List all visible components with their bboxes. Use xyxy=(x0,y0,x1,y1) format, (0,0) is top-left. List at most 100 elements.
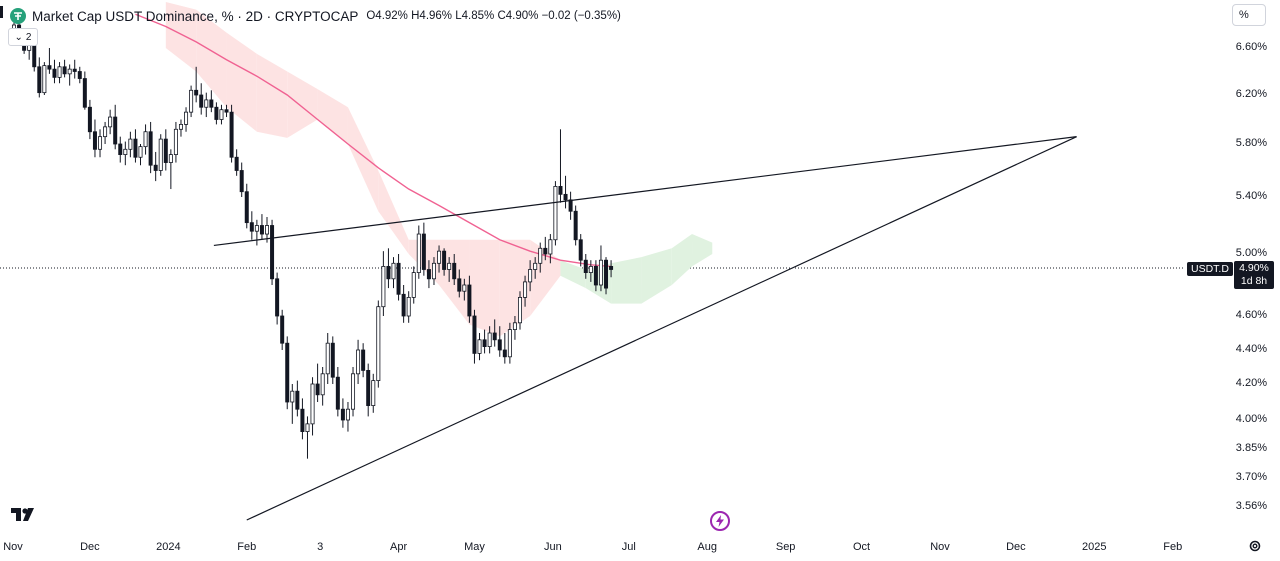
candle-body xyxy=(366,369,371,406)
time-tick-label: Feb xyxy=(1163,541,1183,553)
candle xyxy=(249,211,254,240)
candle-body xyxy=(406,296,411,317)
candle-body xyxy=(518,296,523,324)
cloud-segment xyxy=(256,53,288,138)
candle xyxy=(310,377,315,436)
cloud-segment xyxy=(287,71,318,138)
candle xyxy=(280,309,285,350)
candle-body xyxy=(340,408,345,421)
candle-body xyxy=(507,329,512,358)
candle xyxy=(98,129,103,158)
candle xyxy=(158,134,163,176)
candle xyxy=(426,260,431,289)
candle-body xyxy=(300,408,305,433)
time-tick-label: Jul xyxy=(621,541,636,553)
candle-body xyxy=(310,383,315,425)
high-value: H4.96% xyxy=(411,10,453,22)
price-tick-label: 4.20% xyxy=(1235,377,1267,389)
tradingview-logo-icon[interactable] xyxy=(10,506,40,527)
price-tick-label: 5.00% xyxy=(1235,247,1267,259)
candle xyxy=(497,326,502,357)
candle xyxy=(528,260,533,292)
gear-icon[interactable] xyxy=(1248,539,1262,556)
candle xyxy=(148,121,153,174)
candle-body xyxy=(62,66,67,75)
candle xyxy=(507,322,512,364)
cloud-segment xyxy=(317,89,348,144)
candle xyxy=(52,59,57,84)
candle xyxy=(47,48,52,74)
cloud-segment xyxy=(469,239,500,337)
candle-body xyxy=(87,106,92,133)
candle-body xyxy=(229,111,234,158)
time-tick-label: 2025 xyxy=(1082,541,1107,553)
ichimoku-cloud xyxy=(165,2,713,337)
candle-body xyxy=(280,315,285,344)
candle-body xyxy=(249,222,254,232)
candle xyxy=(401,285,406,323)
candle xyxy=(194,66,199,103)
candle xyxy=(163,129,168,171)
candle-body xyxy=(320,373,325,396)
candle-body xyxy=(553,185,558,241)
candle-body xyxy=(361,349,366,371)
candle-body xyxy=(184,111,189,125)
candle xyxy=(558,129,563,203)
candle xyxy=(598,245,603,292)
time-tick-label: Dec xyxy=(1006,541,1026,553)
candle xyxy=(421,222,426,276)
candle xyxy=(604,257,609,295)
candle-body xyxy=(386,265,391,280)
time-tick-label: Jun xyxy=(544,541,562,553)
candle-body xyxy=(189,89,194,113)
candle-body xyxy=(315,383,320,396)
last-price-tag: 4.90% 1d 8h xyxy=(1234,261,1274,289)
candle xyxy=(447,257,452,282)
low-value: L4.85% xyxy=(455,10,495,22)
scale-mode-button[interactable]: % xyxy=(1232,4,1266,26)
cloud-segment xyxy=(226,32,257,132)
candle xyxy=(442,248,447,276)
close-value: C4.90% xyxy=(497,10,539,22)
candle-body xyxy=(47,65,52,70)
candle-body xyxy=(52,68,57,78)
candle-body xyxy=(487,332,492,348)
candle xyxy=(138,144,143,166)
candle-body xyxy=(259,225,264,235)
candle-body xyxy=(330,342,335,378)
candle xyxy=(376,300,381,388)
candle-body xyxy=(123,148,128,156)
candle-body xyxy=(538,247,543,264)
candle xyxy=(487,326,492,354)
candle-body xyxy=(568,199,573,212)
candle xyxy=(133,129,138,163)
candle xyxy=(244,183,249,229)
candle xyxy=(593,260,598,292)
candle-body xyxy=(583,259,588,274)
candle-body xyxy=(42,65,47,94)
candle xyxy=(518,291,523,330)
lightning-icon[interactable] xyxy=(710,511,730,531)
price-tick-label: 3.70% xyxy=(1235,471,1267,483)
candle-body xyxy=(128,138,133,150)
candle-body xyxy=(482,339,487,347)
indicator-toggle-button[interactable]: ⌄ 2 xyxy=(8,28,38,46)
candle-body xyxy=(426,269,431,280)
symbol-title[interactable]: Market Cap USDT Dominance, % · 2D · CRYP… xyxy=(32,8,359,24)
candle xyxy=(123,141,128,166)
candle-body xyxy=(543,247,548,255)
candle xyxy=(553,181,558,246)
symbol-price-tag: USDT.D xyxy=(1187,262,1233,276)
time-tick-label: Sep xyxy=(775,541,796,553)
candle-body xyxy=(98,136,103,150)
candle-body xyxy=(351,373,356,410)
candle xyxy=(103,121,108,144)
tether-logo-icon xyxy=(10,8,26,24)
candle xyxy=(290,384,295,424)
candle-body xyxy=(558,185,563,195)
cloud-segment xyxy=(530,239,561,316)
bar-countdown: 1d 8h xyxy=(1240,275,1268,287)
candle-body xyxy=(264,225,269,235)
candle-body xyxy=(103,126,108,138)
